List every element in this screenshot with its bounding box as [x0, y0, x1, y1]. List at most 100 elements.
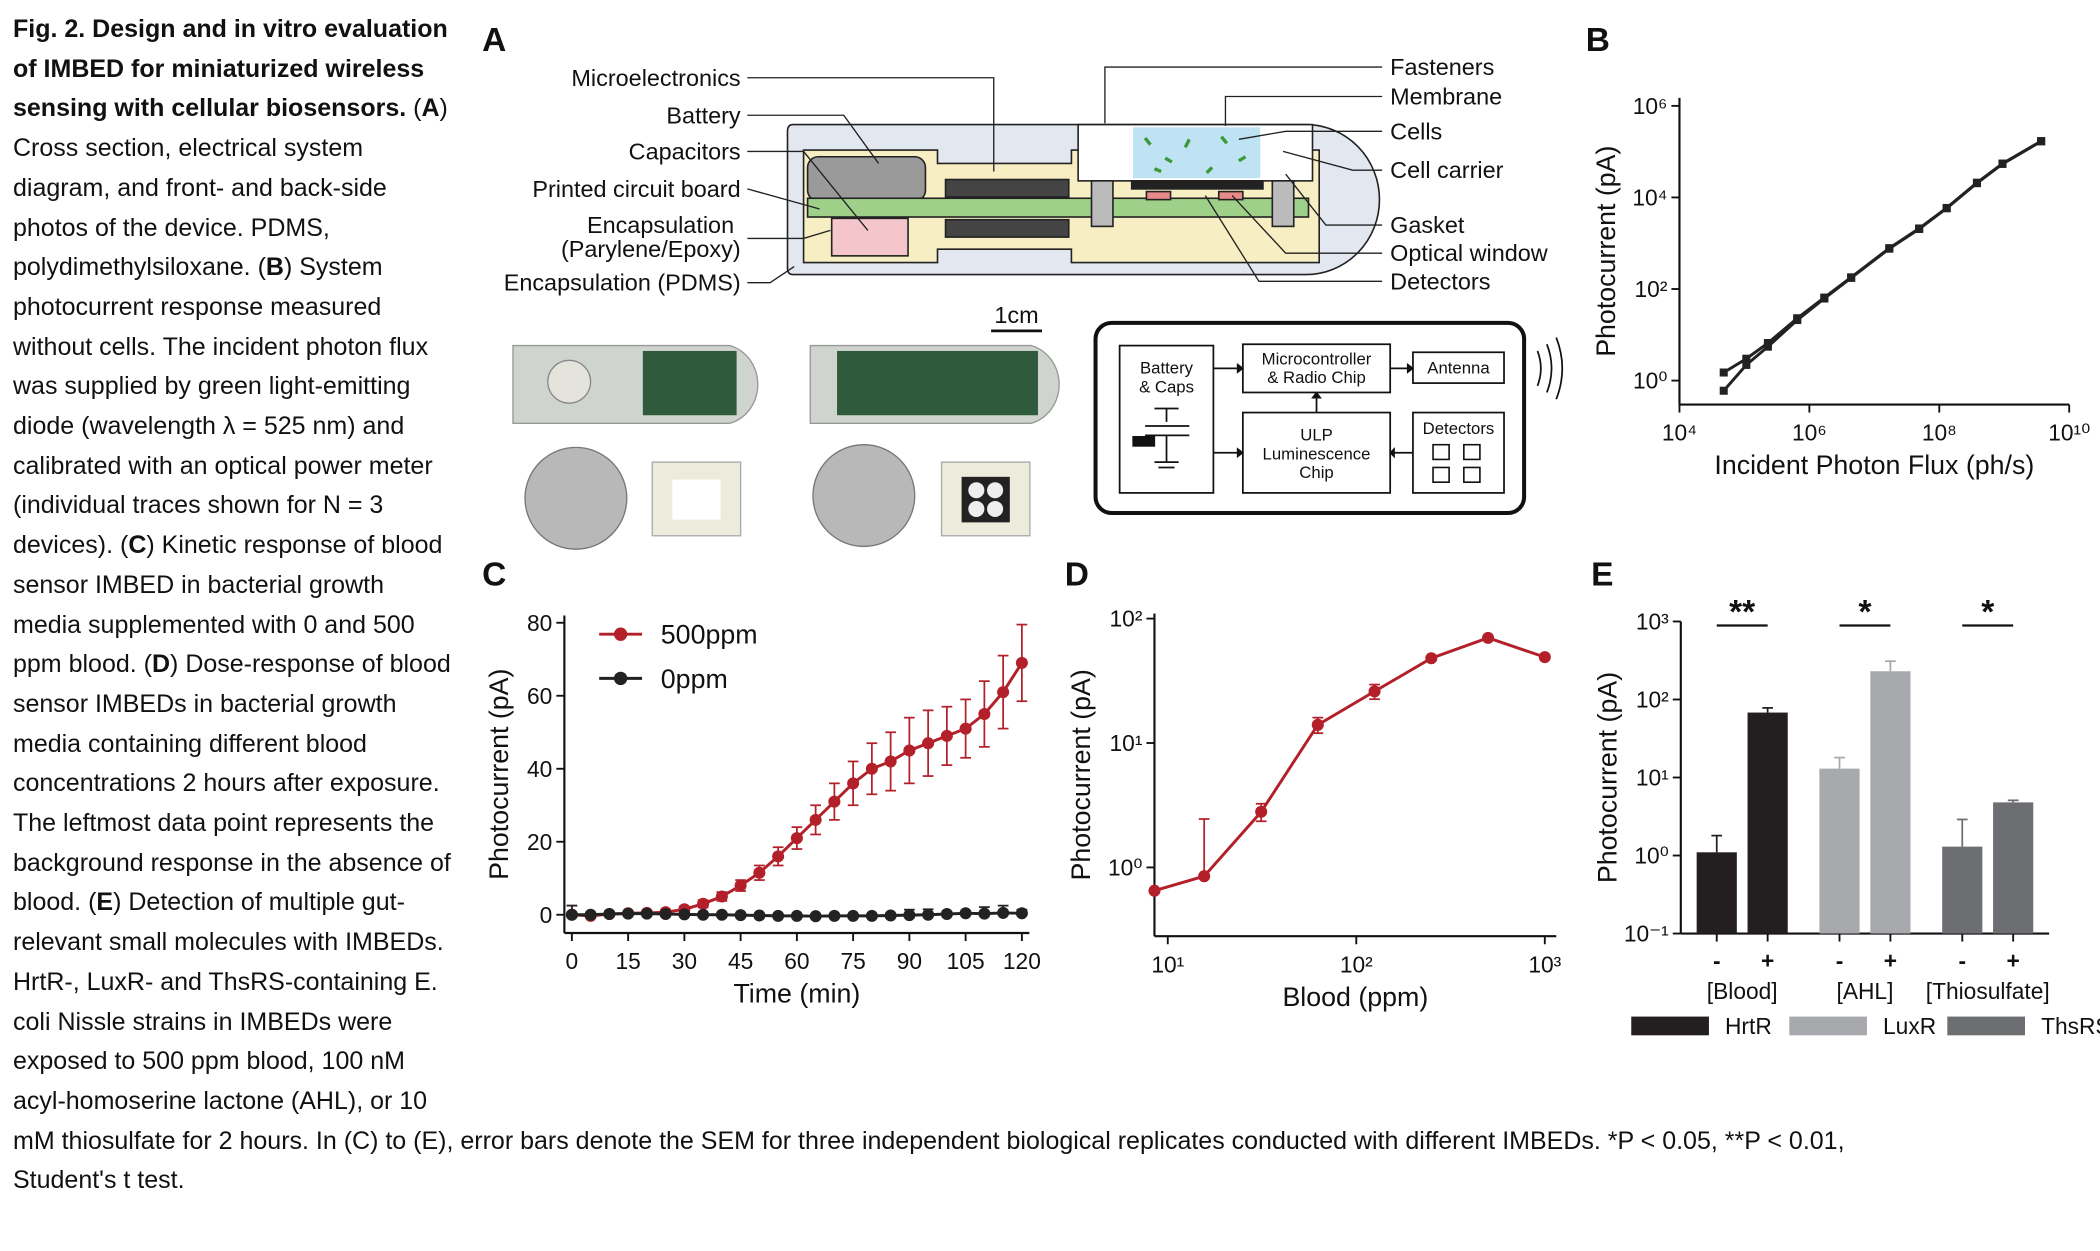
block-label-line: & Caps [1139, 377, 1194, 396]
x-tick-label: 10³ [1528, 951, 1561, 977]
condition-label: + [2007, 947, 2020, 973]
y-tick-label: 10⁰ [1108, 854, 1142, 880]
marker [997, 906, 1010, 919]
marker [884, 755, 897, 768]
y-axis-title: Photocurrent (pA) [484, 669, 514, 880]
cross-section [786, 123, 1381, 276]
caption-text: ) Kinetic response of blood sensor IMBED… [13, 531, 443, 679]
marker [659, 907, 672, 921]
marker [603, 907, 616, 921]
marker [865, 909, 878, 922]
bar [1747, 712, 1788, 934]
marker [715, 908, 728, 921]
marker [640, 907, 653, 920]
marker [847, 909, 860, 922]
block-label: Microcontroller & Radio Chip [1262, 349, 1372, 387]
y-tick-label: 10⁰ [1634, 843, 1668, 869]
condition-label: + [1761, 947, 1774, 973]
x-tick-label: 10⁸ [1922, 420, 1957, 446]
y-axis-title: Photocurrent (pA) [1066, 669, 1096, 880]
y-tick-label: 80 [527, 610, 552, 636]
marker [697, 908, 710, 921]
block-label: Detectors [1423, 419, 1495, 438]
marker [1719, 386, 1728, 395]
marker [790, 832, 803, 845]
diagram-label: Detectors [1390, 268, 1490, 294]
block-label-line: Chip [1299, 463, 1333, 482]
x-tick-label: 120 [1003, 948, 1041, 974]
marker [715, 890, 728, 903]
marker [903, 744, 916, 757]
marker [959, 722, 972, 735]
bar [1870, 671, 1911, 934]
y-tick-label: 40 [527, 756, 552, 782]
diagram-label: Printed circuit board [532, 176, 740, 202]
bar [1993, 802, 2034, 934]
marker [1763, 342, 1772, 351]
x-tick-label: 10¹⁰ [2048, 420, 2090, 446]
panel-label: B [1586, 22, 1610, 59]
legend-swatch [1789, 1016, 1867, 1036]
y-axis-title: Photocurrent (pA) [1593, 672, 1623, 883]
marker [922, 737, 935, 750]
marker [828, 909, 841, 922]
marker [978, 707, 991, 721]
caption: Fig. 2. Design and in vitro evaluation o… [13, 10, 1938, 1201]
caption-text: ) Cross section, electrical system diagr… [13, 94, 448, 282]
significance-label: * [1981, 594, 1994, 631]
marker [978, 907, 991, 920]
legend-swatch [1631, 1016, 1709, 1036]
marker [1942, 204, 1951, 213]
legend-marker [613, 671, 628, 686]
marker [1742, 354, 1751, 363]
group-label: [AHL] [1837, 978, 1894, 1004]
legend-label: 0ppm [661, 664, 728, 694]
marker [1998, 159, 2007, 168]
x-tick-label: 0 [566, 948, 579, 974]
marker [1255, 805, 1268, 818]
x-tick-label: 60 [784, 948, 809, 974]
block-label: Battery & Caps [1139, 359, 1194, 397]
significance-label: * [1858, 594, 1871, 631]
caption-text: ( [406, 94, 422, 123]
x-tick-label: 45 [728, 948, 753, 974]
device-photos [512, 329, 1060, 550]
block-label-line: ULP [1300, 426, 1333, 445]
group-label: [Thiosulfate] [1926, 978, 2050, 1004]
caption-panel-ref: C [128, 531, 147, 560]
y-tick-label: 10² [1110, 606, 1143, 632]
bar [1942, 846, 1983, 934]
y-tick-label: 10⁻¹ [1624, 921, 1669, 947]
leader-lines [747, 66, 1383, 284]
x-tick-label: 10² [1340, 951, 1373, 977]
caption-text: ) System photocurrent response measured … [13, 253, 433, 560]
caption-text: ( [136, 650, 152, 679]
scale-bar-label: 1cm [994, 302, 1038, 328]
block-label-line: Battery [1140, 359, 1194, 378]
legend-label: 500ppm [661, 620, 758, 650]
marker [1742, 360, 1751, 369]
marker [734, 909, 747, 922]
marker [959, 907, 972, 920]
marker [1425, 652, 1438, 665]
caption-panel-ref: E [96, 888, 114, 917]
caption-title: Fig. 2. Design and in vitro evaluation o… [13, 15, 448, 123]
marker [1538, 651, 1551, 664]
y-tick-label: 10⁴ [1632, 184, 1667, 210]
series-line [1154, 636, 1546, 893]
y-tick-label: 10¹ [1636, 765, 1669, 791]
x-tick-label: 75 [840, 948, 865, 974]
diagram-label: Cell carrier [1390, 157, 1503, 183]
caption-panel-ref: A [421, 94, 440, 123]
marker [584, 908, 597, 921]
x-axis-title: Incident Photon Flux (ph/s) [1714, 450, 2034, 480]
diagram-label: Gasket [1390, 212, 1465, 238]
marker [697, 897, 710, 910]
block-label: ULP Luminescence Chip [1263, 426, 1371, 483]
y-tick-label: 60 [527, 683, 552, 709]
marker [809, 910, 822, 923]
marker [753, 866, 766, 879]
marker [828, 795, 841, 808]
bar [1819, 768, 1860, 934]
x-axis-title: Time (min) [733, 979, 860, 1009]
